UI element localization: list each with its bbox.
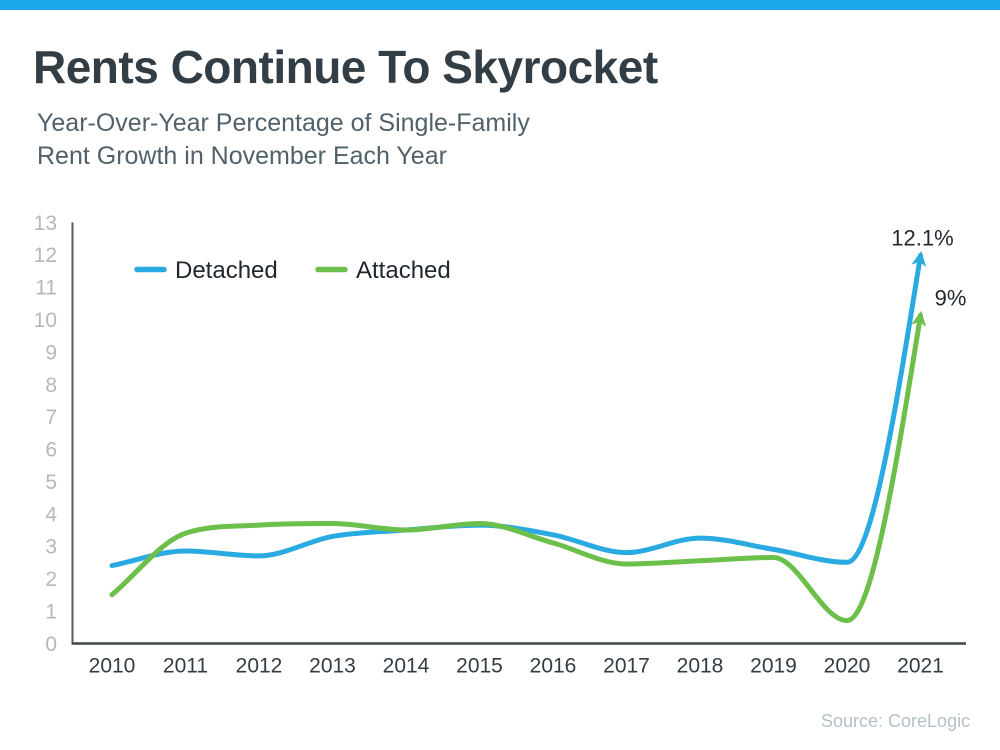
page-title: Rents Continue To Skyrocket (33, 41, 658, 93)
page-subtitle: Year-Over-Year Percentage of Single-Fami… (37, 107, 530, 173)
y-tick-label: 11 (35, 277, 57, 300)
y-tick-label: 6 (45, 439, 57, 462)
subtitle-line-2: Rent Growth in November Each Year (37, 142, 447, 170)
y-tick-label: 12 (34, 244, 57, 267)
annotation-detached: 12.1% (891, 225, 953, 250)
series-line-detached (109, 250, 927, 569)
x-tick-label: 2012 (236, 655, 283, 678)
y-tick-label: 0 (45, 633, 57, 656)
y-tick-label: 10 (34, 309, 57, 332)
series-line-attached (109, 310, 927, 624)
y-tick-label: 8 (45, 374, 57, 397)
legend-label-attached: Attached (356, 257, 451, 284)
x-tick-label: 2021 (897, 655, 944, 678)
y-tick-label: 3 (45, 536, 57, 559)
x-tick-label: 2019 (750, 655, 797, 678)
x-tick-label: 2016 (530, 655, 577, 678)
subtitle-line-1: Year-Over-Year Percentage of Single-Fami… (37, 109, 530, 137)
y-tick-label: 7 (45, 406, 57, 429)
source-caption: Source: CoreLogic (821, 711, 971, 731)
x-tick-label: 2014 (383, 655, 430, 678)
x-tick-label: 2018 (677, 655, 724, 678)
y-tick-label: 4 (45, 503, 57, 526)
y-tick-label: 13 (34, 212, 57, 235)
x-tick-label: 2020 (824, 655, 871, 678)
top-accent-bar (0, 0, 1000, 10)
y-tick-label: 1 (45, 600, 57, 623)
y-tick-label: 2 (45, 568, 57, 591)
x-tick-label: 2010 (89, 655, 136, 678)
annotation-attached: 9% (935, 285, 967, 310)
x-tick-label: 2011 (163, 655, 208, 678)
x-tick-label: 2017 (603, 655, 650, 678)
x-tick-label: 2015 (456, 655, 503, 678)
x-tick-label: 2013 (309, 655, 356, 678)
legend-label-detached: Detached (175, 257, 278, 284)
y-tick-label: 5 (45, 471, 57, 494)
y-tick-label: 9 (45, 341, 57, 364)
